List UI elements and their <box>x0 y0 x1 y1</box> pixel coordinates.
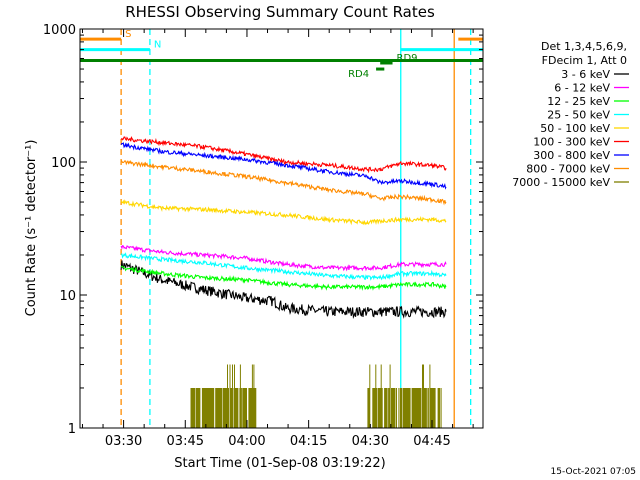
legend: Det 1,3,4,5,6,9, FDecim 1, Att 0 3 - 6 k… <box>512 40 629 189</box>
axes-ticks: 1 10 100 1000 03:30 03:45 04:00 04:15 04:30 04:45 <box>43 23 483 449</box>
series-line-3 <box>120 252 447 281</box>
legend-label-1: 6 - 12 keV <box>554 82 610 95</box>
state-bar-label-4: RD4 <box>348 69 369 80</box>
y-tick-label-2: 100 <box>51 156 76 171</box>
x-tick-label-3: 04:15 <box>290 434 327 449</box>
chart-title: RHESSI Observing Summary Count Rates <box>125 3 435 21</box>
series-line-0 <box>120 260 447 320</box>
legend-label-2: 12 - 25 keV <box>547 95 610 108</box>
legend-label-7: 800 - 7000 keV <box>526 163 610 176</box>
state-bar-label-0: S <box>125 29 131 40</box>
legend-label-5: 100 - 300 keV <box>533 136 610 149</box>
legend-label-4: 50 - 100 keV <box>540 122 610 135</box>
plot-area: S N RD9 RD4 <box>80 29 483 428</box>
series-line-5 <box>120 136 447 174</box>
series-line-8 <box>190 364 442 428</box>
footer-timestamp: 15-Oct-2021 07:05 <box>551 467 636 477</box>
series-line-7 <box>120 159 447 206</box>
series-line-2 <box>120 265 447 291</box>
x-tick-label-2: 04:00 <box>228 434 265 449</box>
x-tick-label-5: 04:45 <box>413 434 450 449</box>
state-bar-label-1: N <box>154 40 161 51</box>
x-axis-label: Start Time (01-Sep-08 03:19:22) <box>174 456 385 471</box>
series-line-4 <box>120 199 447 226</box>
legend-label-3: 25 - 50 keV <box>547 109 610 122</box>
state-bar-label-3: RD9 <box>397 53 418 64</box>
series-line-6 <box>120 142 447 190</box>
legend-header-line-1: Det 1,3,4,5,6,9, <box>541 40 627 53</box>
plot-frame <box>79 28 484 429</box>
y-axis-label: Count Rate (s⁻¹ detector⁻¹) <box>24 140 39 317</box>
legend-header-line-2: FDecim 1, Att 0 <box>542 54 627 67</box>
series-line-1 <box>120 245 447 272</box>
legend-label-0: 3 - 6 keV <box>561 68 610 81</box>
x-tick-label-4: 04:30 <box>352 434 389 449</box>
y-tick-label-3: 1000 <box>43 23 76 38</box>
x-tick-label-0: 03:30 <box>105 434 142 449</box>
y-tick-label-0: 1 <box>68 422 76 437</box>
legend-label-8: 7000 - 15000 keV <box>512 176 610 189</box>
y-tick-label-1: 10 <box>59 289 76 304</box>
x-tick-label-1: 03:45 <box>167 434 204 449</box>
legend-label-6: 300 - 800 keV <box>533 149 610 162</box>
